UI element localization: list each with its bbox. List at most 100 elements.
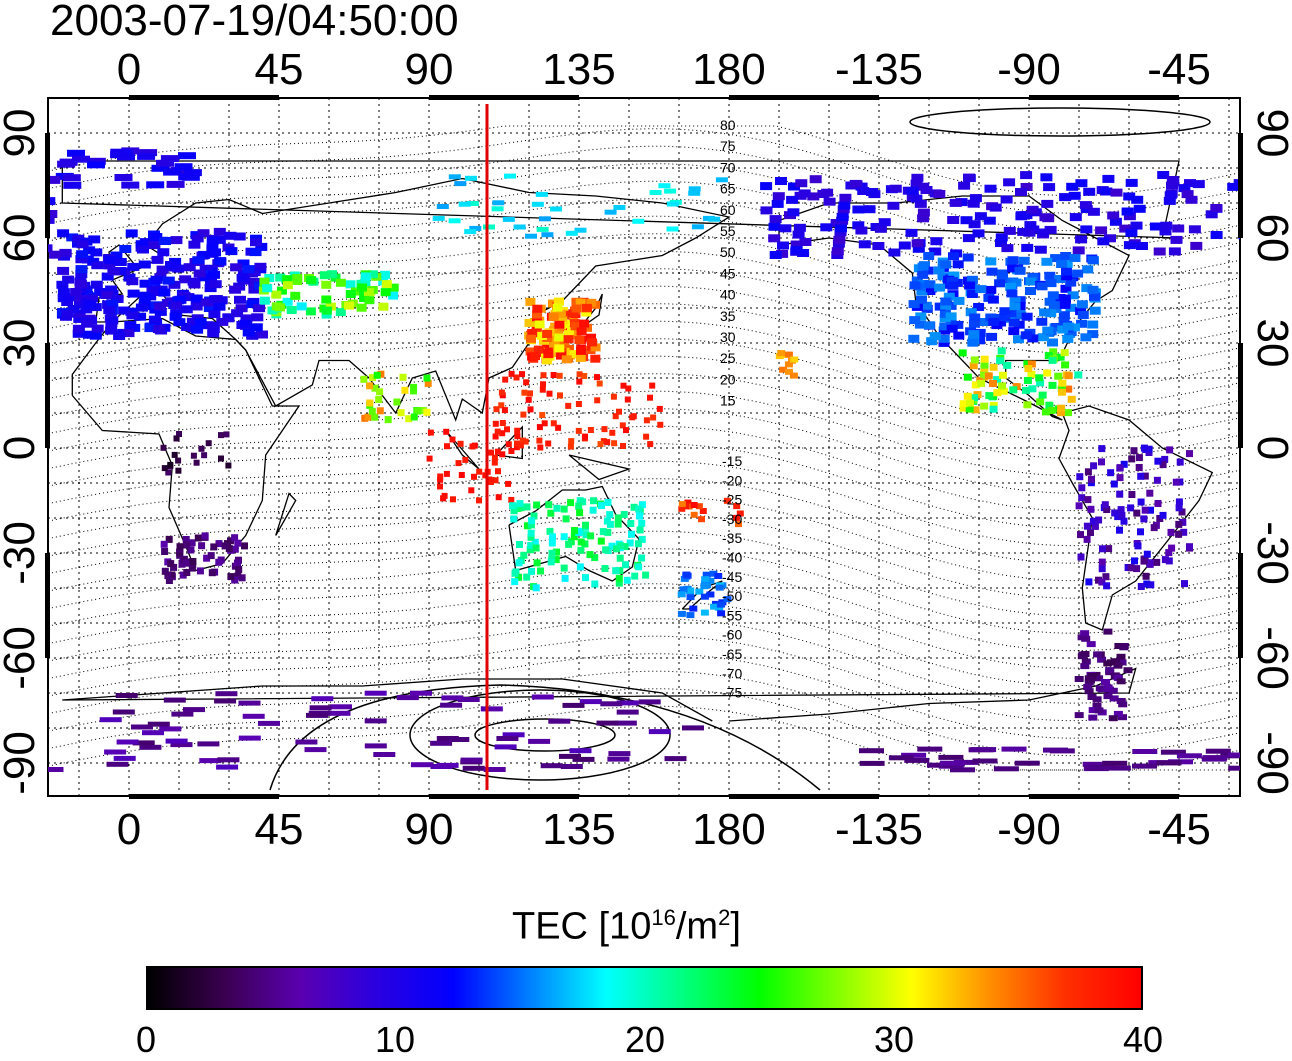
tec-cell: [917, 270, 929, 279]
tec-cell: [499, 420, 506, 426]
tec-cell: [680, 575, 689, 582]
tec-cell: [190, 302, 203, 311]
tec-cell: [1072, 246, 1085, 255]
tec-cell: [1023, 228, 1036, 237]
tec-cell: [191, 325, 204, 334]
tec-cell: [1137, 583, 1145, 590]
tec-cell: [554, 333, 565, 342]
tec-cell: [1075, 235, 1088, 244]
tec-cell: [1130, 221, 1143, 230]
tec-cell: [971, 381, 980, 389]
tec-cell: [532, 310, 543, 319]
tec-cell: [1066, 182, 1079, 191]
tec-cell: [702, 571, 711, 578]
tec-cell: [101, 272, 114, 281]
tec-cell: [1098, 458, 1105, 466]
tec-cell: [946, 277, 958, 285]
tec-cell: [1111, 509, 1119, 517]
tec-cell: [889, 184, 902, 193]
tec-cell: [401, 386, 409, 394]
tec-cell: [388, 291, 399, 300]
tec-cell: [181, 322, 194, 331]
tec-cell: [1186, 543, 1193, 551]
tec-cell: [213, 227, 226, 236]
tec-cell: [933, 266, 945, 275]
tec-cell: [443, 470, 450, 477]
contour-label-south: -50: [722, 588, 742, 604]
tec-cell: [1164, 191, 1177, 200]
contour-line: [48, 338, 1240, 424]
tec-cell: [577, 538, 585, 546]
tec-cell: [933, 190, 946, 198]
tec-cell: [423, 408, 431, 416]
tec-cell: [492, 433, 499, 440]
tec-cell: [139, 279, 152, 288]
tec-cell: [723, 497, 731, 504]
tec-cell: [1104, 234, 1116, 243]
tec-cell: [683, 572, 692, 579]
contour-label-north: 80: [720, 117, 736, 133]
contour-line: [48, 320, 1240, 407]
tec-cell: [234, 295, 246, 304]
tec-cell: [959, 400, 968, 408]
tec-cell: [306, 276, 317, 285]
tec-cell: [1015, 212, 1028, 221]
tec-cell: [1062, 334, 1074, 343]
colorbar-title: TEC [1016/m2]: [512, 905, 741, 948]
tec-cell: [971, 747, 997, 753]
tec-cell: [262, 284, 273, 293]
tec-cell: [83, 246, 96, 255]
tec-cell: [939, 314, 951, 323]
tec-cell: [1076, 319, 1087, 328]
tec-cell: [483, 224, 495, 230]
tec-cell: [1175, 530, 1183, 538]
left-latitude-labels: 90 60 30 0 -30 -60 -90: [0, 109, 44, 795]
tec-cell: [364, 718, 387, 724]
tec-cell: [604, 209, 617, 215]
tec-cell: [249, 248, 262, 257]
tec-cell: [565, 402, 572, 409]
lat-label-left: -30: [0, 521, 44, 585]
tec-cell: [178, 152, 196, 160]
tec-cell: [947, 281, 959, 290]
contour-line: [48, 373, 1240, 459]
tec-cell: [246, 300, 259, 309]
bottom-longitude-labels: 0 45 90 135 180 -135 -90 -45: [117, 805, 1211, 854]
lon-label-bottom: 135: [542, 805, 615, 854]
tec-cell: [1076, 300, 1088, 309]
tec-cell: [575, 502, 583, 510]
tec-cell: [677, 591, 686, 598]
tec-cell: [525, 297, 536, 306]
tec-cell: [189, 558, 197, 565]
frame-bar-right: [1238, 553, 1243, 658]
tec-cell: [613, 545, 620, 553]
tec-cell: [679, 586, 688, 593]
tec-cell: [1147, 581, 1155, 589]
tec-cell: [775, 177, 787, 185]
tec-cell: [577, 546, 585, 554]
tec-cell: [1044, 352, 1053, 360]
tec-cell: [171, 451, 178, 458]
tec-cell: [222, 313, 235, 322]
tec-cell: [823, 197, 836, 206]
tec-cell: [1022, 386, 1030, 394]
tec-cell: [872, 242, 885, 250]
tec-cell: [536, 331, 547, 340]
tec-cell: [1074, 371, 1083, 379]
contour-label-north: 30: [720, 329, 736, 345]
tec-cell: [523, 503, 531, 511]
tec-cell: [1147, 506, 1154, 514]
tec-cell: [863, 205, 876, 214]
tec-cell: [254, 262, 267, 271]
tec-cell: [505, 480, 512, 487]
contour-line: [48, 530, 1240, 617]
contour-line: [48, 250, 1240, 337]
tec-cell: [1101, 501, 1109, 509]
tec-cell: [647, 441, 654, 448]
tec-cell: [1003, 178, 1016, 187]
tec-cell: [75, 270, 88, 279]
tec-cell: [570, 322, 581, 331]
tec-cell: [965, 308, 977, 317]
tec-cell: [1089, 517, 1097, 525]
tec-cell: [924, 280, 936, 289]
